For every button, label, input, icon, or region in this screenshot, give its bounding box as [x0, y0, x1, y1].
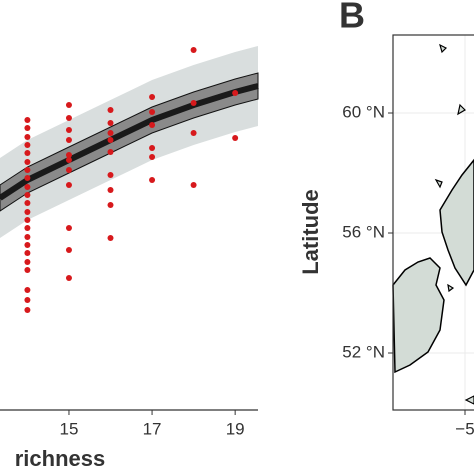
point: [24, 259, 31, 265]
point: [107, 137, 114, 143]
point: [24, 159, 31, 165]
point: [65, 102, 72, 108]
point: [24, 167, 31, 173]
point: [149, 122, 156, 128]
point: [24, 307, 31, 313]
x-tick-label: −5: [455, 419, 474, 438]
map-land: [392, 43, 474, 405]
point: [149, 94, 156, 100]
point: [107, 120, 114, 126]
point: [107, 107, 114, 113]
fit-line: [0, 83, 259, 201]
x-tick-label: 15: [60, 419, 79, 438]
point: [24, 267, 31, 273]
point: [65, 225, 72, 231]
point: [107, 187, 114, 193]
point: [24, 297, 31, 303]
point: [107, 172, 114, 178]
point: [24, 287, 31, 293]
point: [65, 247, 72, 253]
point: [24, 117, 31, 123]
point: [232, 135, 239, 141]
panel-label: B: [339, 0, 365, 36]
point: [24, 225, 31, 231]
point: [232, 90, 239, 96]
map-frame: [392, 34, 474, 411]
point: [24, 250, 31, 256]
point: [190, 100, 197, 106]
point: [24, 192, 31, 198]
point: [107, 202, 114, 208]
point: [149, 109, 156, 115]
point: [107, 235, 114, 241]
point: [190, 130, 197, 136]
x-axis-label: richness: [15, 446, 106, 471]
x-tick-label: 17: [143, 419, 162, 438]
point: [65, 137, 72, 143]
point: [149, 145, 156, 151]
point: [107, 130, 114, 136]
point: [65, 182, 72, 188]
point: [65, 167, 72, 173]
point: [107, 149, 114, 155]
point: [24, 125, 31, 131]
point: [65, 115, 72, 121]
point: [24, 150, 31, 156]
point: [24, 217, 31, 223]
point: [65, 275, 72, 281]
point: [24, 242, 31, 248]
point: [24, 175, 31, 181]
point: [24, 134, 31, 140]
point: [24, 234, 31, 240]
point: [24, 200, 31, 206]
point: [24, 184, 31, 190]
y-tick-label: 56 °N: [342, 222, 385, 241]
y-axis-label: Latitude: [298, 189, 323, 275]
point: [65, 152, 72, 158]
point: [24, 209, 31, 215]
point: [190, 47, 197, 53]
x-tick-label: 19: [226, 419, 245, 438]
point: [149, 154, 156, 160]
point: [190, 182, 197, 188]
point: [65, 157, 72, 163]
y-tick-label: 60 °N: [342, 102, 385, 121]
point: [24, 142, 31, 148]
point: [149, 177, 156, 183]
y-tick-label: 52 °N: [342, 342, 385, 361]
point: [65, 127, 72, 133]
